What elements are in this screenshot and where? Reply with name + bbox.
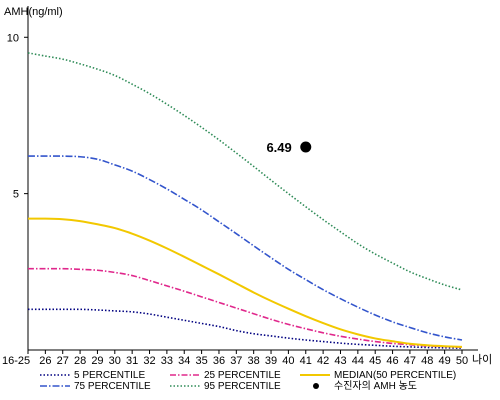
axes: AMH(ng/ml) 나이 5 10 16-25 26 27 28 29 30 31 32 33 34… (2, 6, 492, 367)
x-tick-label: 47 (404, 355, 416, 367)
x-tick-label: 39 (265, 355, 277, 367)
x-tick-label: 26 (39, 355, 51, 367)
x-tick-label: 43 (334, 355, 346, 367)
legend-label: 75 PERCENTILE (74, 381, 151, 392)
legend-label: 수진자의 AMH 농도 (334, 380, 417, 392)
x-tick-label: 16-25 (2, 355, 30, 367)
x-tick-label: 34 (178, 355, 190, 367)
x-tick-label: 44 (352, 355, 364, 367)
y-tick-label: 10 (7, 32, 19, 44)
legend-item-3: 95 PERCENTILE (170, 381, 281, 392)
legend-item-1: 75 PERCENTILE (40, 381, 151, 392)
x-tick-label: 29 (91, 355, 103, 367)
x-tick-label: 31 (126, 355, 138, 367)
series-layer (27, 52, 463, 349)
x-tick-label: 38 (248, 355, 260, 367)
point-layer: 6.49 (266, 140, 312, 155)
series-line-5-percentile (28, 308, 463, 349)
legend-label: 25 PERCENTILE (204, 370, 281, 381)
x-tick-label: 49 (439, 355, 451, 367)
x-tick-label: 46 (386, 355, 398, 367)
x-tick-label: 37 (230, 355, 242, 367)
series-line-25-percentile (28, 267, 463, 348)
x-axis-label: 나이 (472, 353, 492, 366)
legend-label: 95 PERCENTILE (204, 381, 281, 392)
x-tick-label: 33 (161, 355, 173, 367)
legend-item-2: 25 PERCENTILE (170, 370, 281, 381)
x-tick-label: 35 (195, 355, 207, 367)
legend: 5 PERCENTILE 25 PERCENTILE MEDIAN(50 PERCE… (40, 370, 456, 392)
legend-item-0: 5 PERCENTILE (40, 370, 145, 381)
x-tick-label: 32 (143, 355, 155, 367)
legend-item-4: MEDIAN(50 PERCENTILE) (300, 370, 456, 381)
x-tick-label: 50 (456, 355, 468, 367)
series-line-95-percentile (27, 52, 463, 291)
legend-label: MEDIAN(50 PERCENTILE) (334, 370, 456, 381)
y-axis-label: AMH(ng/ml) (4, 6, 63, 18)
x-tick-label: 41 (300, 355, 312, 367)
x-tick-label: 42 (317, 355, 329, 367)
legend-swatch-dot (313, 383, 319, 389)
y-tick-label: 5 (13, 189, 19, 201)
x-tick-label: 45 (369, 355, 381, 367)
series-line-75-percentile (28, 155, 463, 341)
legend-label: 5 PERCENTILE (74, 370, 145, 381)
legend-item-5: 수진자의 AMH 농도 (313, 380, 417, 392)
x-tick-label: 48 (421, 355, 433, 367)
x-tick-label: 36 (213, 355, 225, 367)
x-tick-label: 27 (57, 355, 69, 367)
x-tick-label: 30 (109, 355, 121, 367)
x-tick-label: 28 (74, 355, 86, 367)
series-line-median-50-percentile (27, 217, 463, 348)
patient-amh-value-label: 6.49 (266, 140, 291, 155)
x-tick-label: 40 (282, 355, 294, 367)
patient-amh-point (300, 141, 312, 153)
